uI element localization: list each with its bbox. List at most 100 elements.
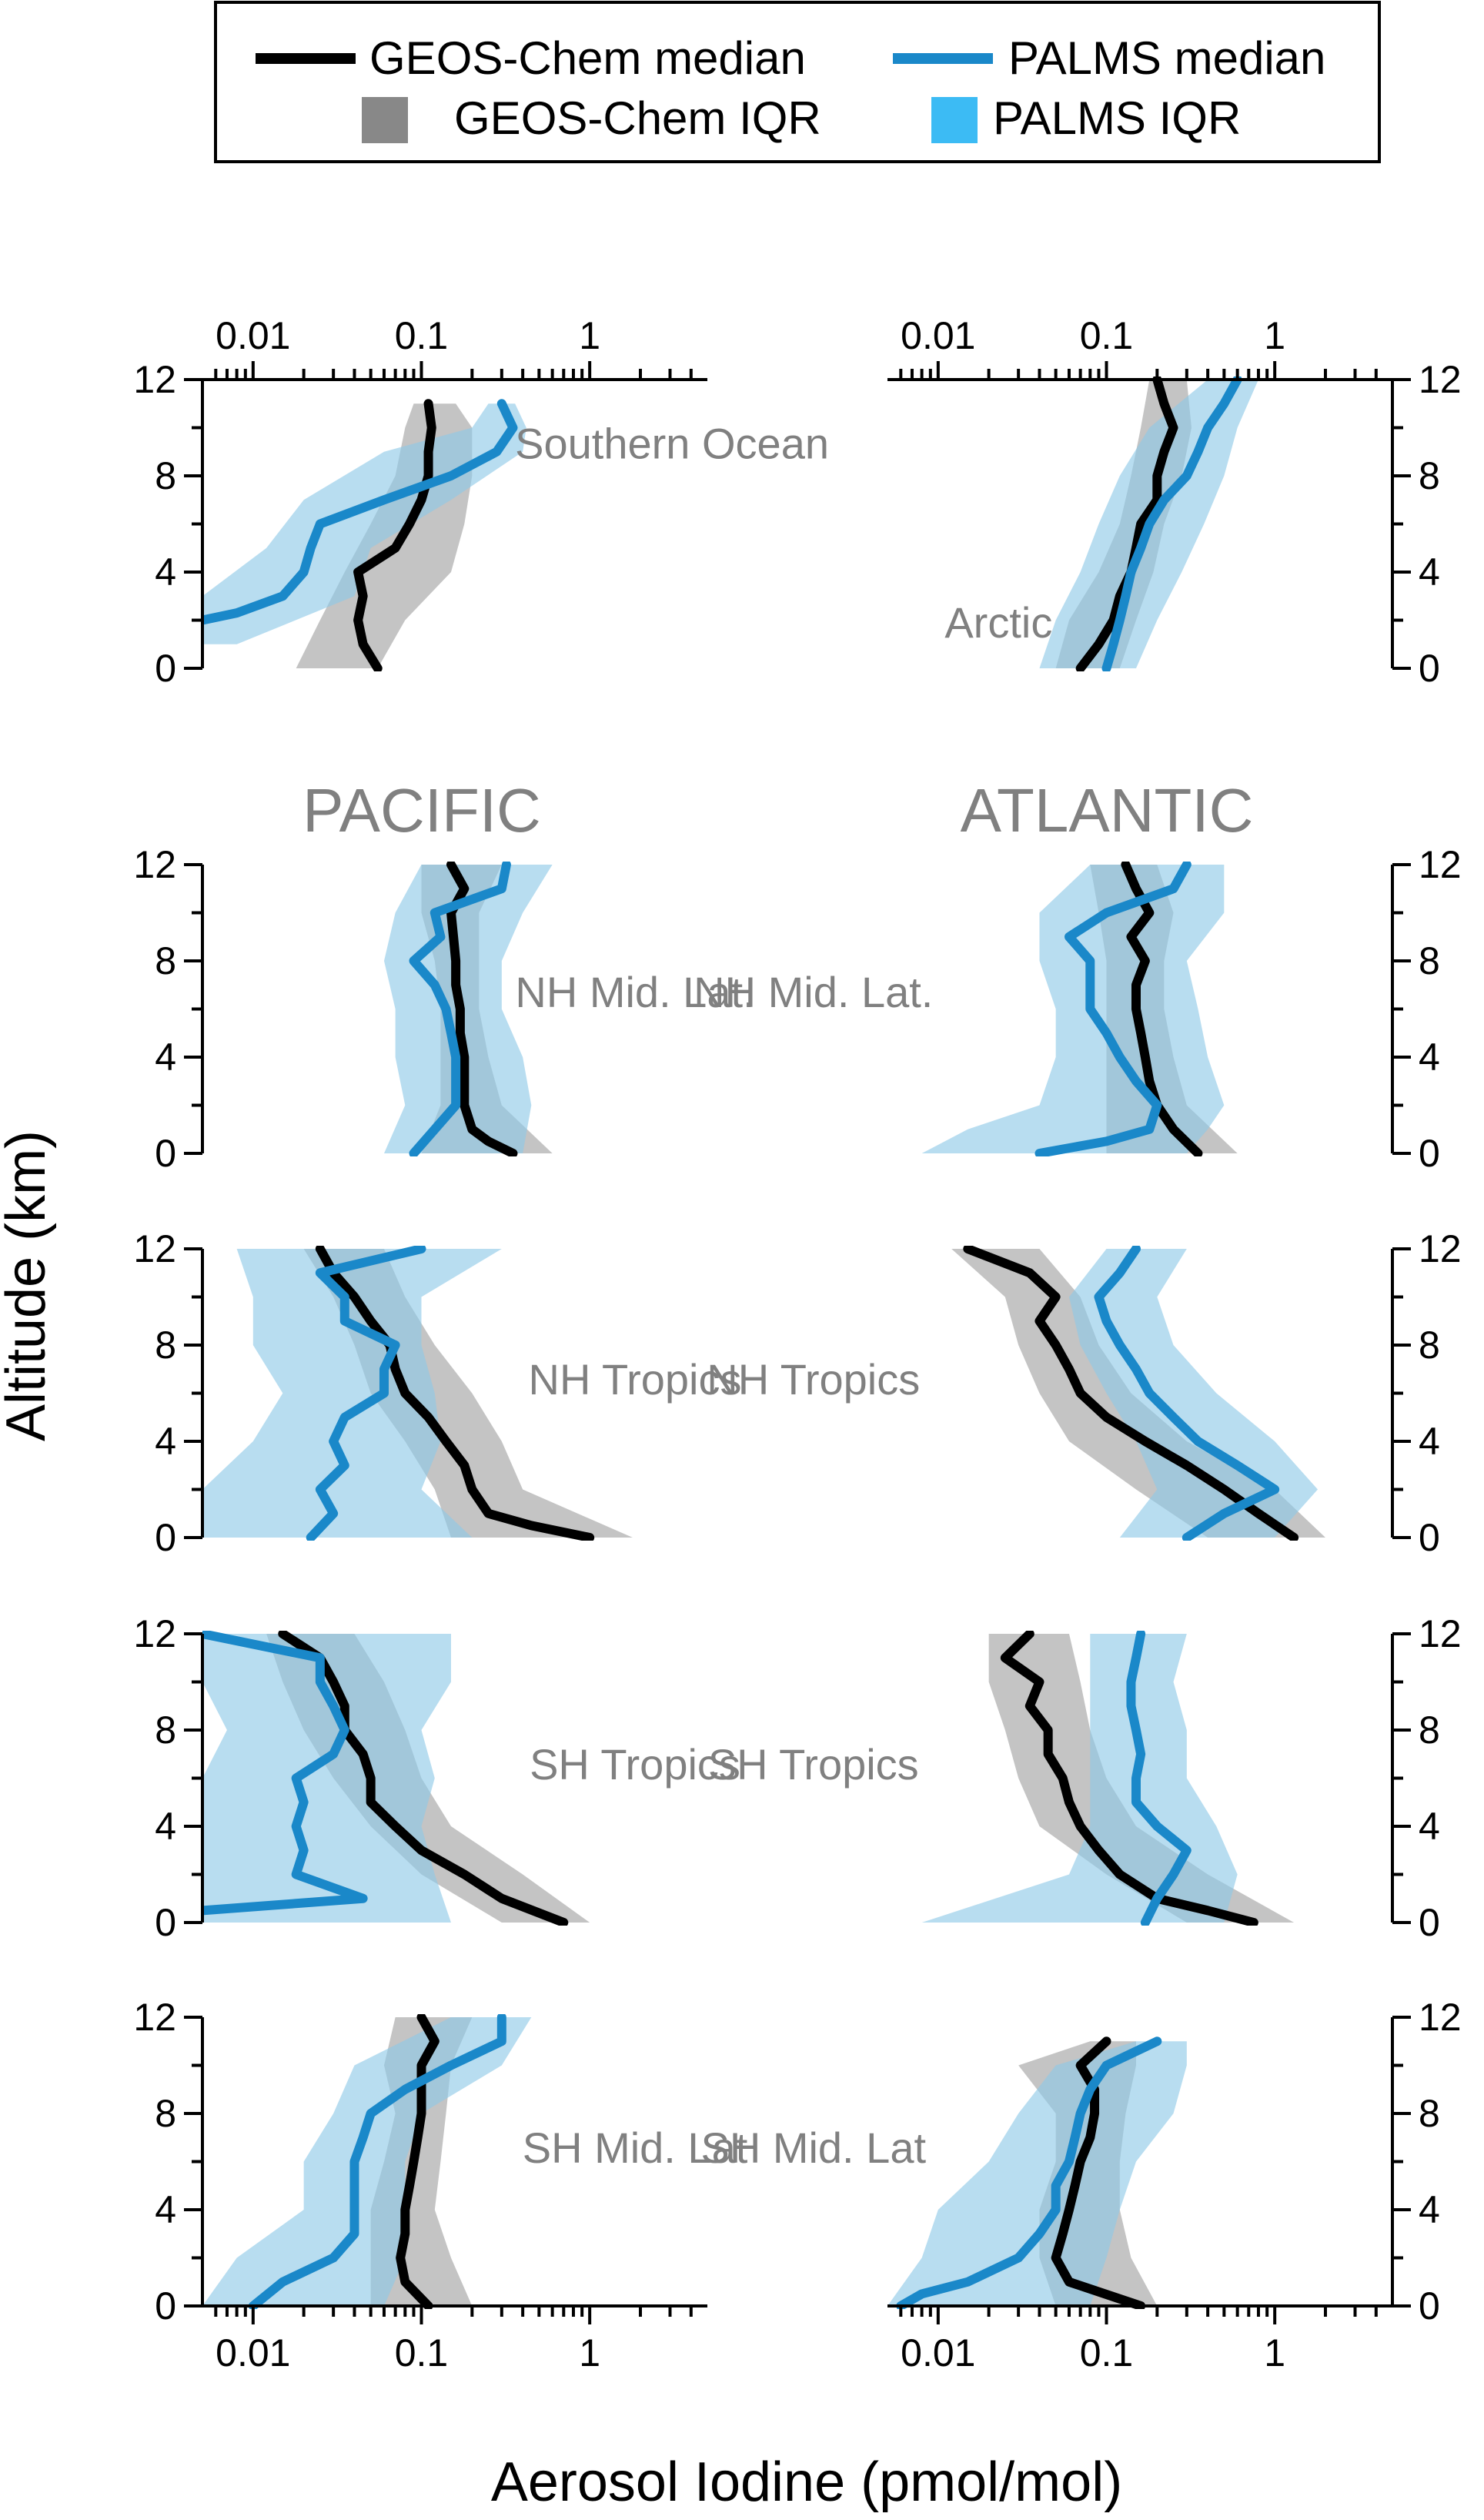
palms-iqr-band bbox=[202, 2017, 532, 2306]
region-label: NH Tropics bbox=[707, 1355, 920, 1404]
y-tick-label: 12 bbox=[133, 358, 176, 401]
y-axis-title: Altitude (km) bbox=[0, 1130, 57, 1441]
gc-median-line bbox=[1075, 376, 1178, 671]
plot-area bbox=[383, 862, 553, 1156]
column-title-atlantic: ATLANTIC bbox=[961, 776, 1254, 845]
panel-sh-tropics-left: SH Tropics 0 4 8 12 bbox=[133, 1612, 918, 1944]
palms-iqr-band bbox=[1068, 1249, 1318, 1538]
gc-median-line bbox=[278, 1631, 569, 1926]
region-label: SH Tropics bbox=[530, 1740, 740, 1789]
palms-median-line bbox=[409, 862, 511, 1156]
region-label: NH Mid. Lat. bbox=[515, 968, 754, 1016]
y-tick-label: 0 bbox=[1419, 1132, 1440, 1175]
y-tick-label: 0 bbox=[155, 1516, 176, 1559]
plot-area bbox=[202, 1246, 633, 1541]
x-tick-label: 0.01 bbox=[901, 2331, 975, 2374]
y-tick-label: 4 bbox=[1419, 1420, 1440, 1463]
y-tick-label: 8 bbox=[1419, 939, 1440, 982]
palms-iqr-band bbox=[202, 1634, 451, 1923]
y-tick-label: 4 bbox=[1419, 551, 1440, 594]
y-tick-label: 12 bbox=[133, 1227, 176, 1270]
region-label: Arctic bbox=[944, 598, 1052, 647]
gc-median-line bbox=[396, 2014, 440, 2309]
y-tick-label: 4 bbox=[1419, 1805, 1440, 1848]
y-tick-label: 0 bbox=[155, 2284, 176, 2328]
palms-median-line bbox=[202, 1631, 368, 1916]
panel-sh-tropics-right: SH Tropics 0 4 8 12 bbox=[530, 1612, 1462, 1944]
y-tick-label: 8 bbox=[155, 2092, 176, 2135]
legend: GEOS-Chem median PALMS median GEOS-Chem … bbox=[214, 1, 1381, 163]
y-tick-label: 12 bbox=[133, 1612, 176, 1655]
x-tick-label: 0.1 bbox=[1080, 314, 1134, 357]
x-tick-label: 1 bbox=[579, 2331, 600, 2374]
y-tick-label: 0 bbox=[1419, 647, 1440, 690]
region-label: Southern Ocean bbox=[515, 420, 829, 468]
palms-median-line bbox=[896, 2036, 1162, 2309]
y-tick-label: 12 bbox=[1419, 1612, 1462, 1655]
y-tick-label: 8 bbox=[155, 1324, 176, 1367]
y-tick-label: 0 bbox=[1419, 1901, 1440, 1944]
palms-iqr-band bbox=[921, 865, 1225, 1153]
x-tick-label: 0.1 bbox=[395, 314, 449, 357]
column-title-pacific: PACIFIC bbox=[302, 776, 541, 845]
y-tick-label: 8 bbox=[1419, 1708, 1440, 1752]
palms-median-line bbox=[1034, 862, 1192, 1156]
gc-median-line bbox=[353, 399, 436, 671]
gc-median-line bbox=[446, 862, 518, 1156]
panel-nh-tropics-right: NH Tropics 0 4 8 12 bbox=[529, 1227, 1462, 1559]
plot-area bbox=[887, 2036, 1187, 2309]
x-tick-label: 1 bbox=[1264, 314, 1285, 357]
palms-median-line bbox=[306, 1246, 426, 1541]
x-tick-label: 0.01 bbox=[216, 2331, 290, 2374]
y-tick-label: 8 bbox=[1419, 454, 1440, 497]
y-tick-label: 0 bbox=[155, 647, 176, 690]
y-tick-label: 4 bbox=[1419, 1036, 1440, 1079]
region-label: SH Mid. Lat bbox=[700, 2123, 926, 2172]
panel-arctic-right: Arctic 0 4 8 12 0.01 0.1 1 bbox=[887, 314, 1462, 690]
y-tick-label: 0 bbox=[1419, 2284, 1440, 2328]
gc-iqr-band bbox=[988, 1634, 1295, 1923]
plot-area bbox=[202, 2014, 532, 2309]
y-tick-label: 8 bbox=[1419, 1324, 1440, 1367]
y-tick-label: 8 bbox=[155, 1708, 176, 1752]
palms-median-line bbox=[1101, 376, 1242, 671]
legend-frame bbox=[214, 1, 1381, 163]
x-tick-label: 1 bbox=[1264, 2331, 1285, 2374]
y-tick-label: 12 bbox=[133, 1996, 176, 2039]
panels: Southern Ocean 0 4 8 12 0.01 0.1 1 Arctic 0 4 8 12 0.… bbox=[133, 314, 1461, 2374]
panel-nh-mid-lat-right: NH Mid. Lat. 0 4 8 12 bbox=[515, 843, 1461, 1175]
legend-swatch-palms-iqr bbox=[931, 97, 978, 143]
palms-median-line bbox=[1094, 1246, 1280, 1541]
y-tick-label: 8 bbox=[155, 939, 176, 982]
palms-iqr-band bbox=[383, 865, 553, 1153]
y-tick-label: 8 bbox=[1419, 2092, 1440, 2135]
y-tick-label: 12 bbox=[1419, 1227, 1462, 1270]
y-tick-label: 4 bbox=[155, 1420, 176, 1463]
x-tick-label: 0.01 bbox=[901, 314, 975, 357]
y-tick-label: 8 bbox=[155, 454, 176, 497]
y-tick-label: 0 bbox=[155, 1132, 176, 1175]
x-tick-label: 0.01 bbox=[216, 314, 290, 357]
panel-nh-tropics-left: NH Tropics 0 4 8 12 bbox=[133, 1227, 920, 1559]
legend-label-gc-iqr: GEOS-Chem IQR bbox=[454, 92, 821, 144]
gc-median-line bbox=[315, 1246, 595, 1541]
region-label: SH Tropics bbox=[708, 1740, 919, 1789]
y-tick-label: 4 bbox=[155, 2188, 176, 2231]
palms-iqr-band bbox=[202, 403, 526, 644]
palms-median-line bbox=[248, 2014, 506, 2309]
legend-label-palms-median: PALMS median bbox=[1008, 32, 1325, 84]
x-tick-label: 0.1 bbox=[395, 2331, 449, 2374]
plot-area bbox=[202, 1631, 590, 1926]
gc-median-line bbox=[963, 1246, 1299, 1541]
plot-area bbox=[951, 1246, 1325, 1541]
legend-label-palms-iqr: PALMS IQR bbox=[993, 92, 1241, 144]
y-tick-label: 4 bbox=[155, 1036, 176, 1079]
palms-iqr-band bbox=[202, 1249, 502, 1538]
y-tick-label: 0 bbox=[155, 1901, 176, 1944]
y-tick-label: 4 bbox=[155, 551, 176, 594]
y-tick-label: 12 bbox=[1419, 358, 1462, 401]
legend-label-gc-median: GEOS-Chem median bbox=[369, 32, 806, 84]
region-label: NH Tropics bbox=[529, 1355, 742, 1404]
y-tick-label: 0 bbox=[1419, 1516, 1440, 1559]
